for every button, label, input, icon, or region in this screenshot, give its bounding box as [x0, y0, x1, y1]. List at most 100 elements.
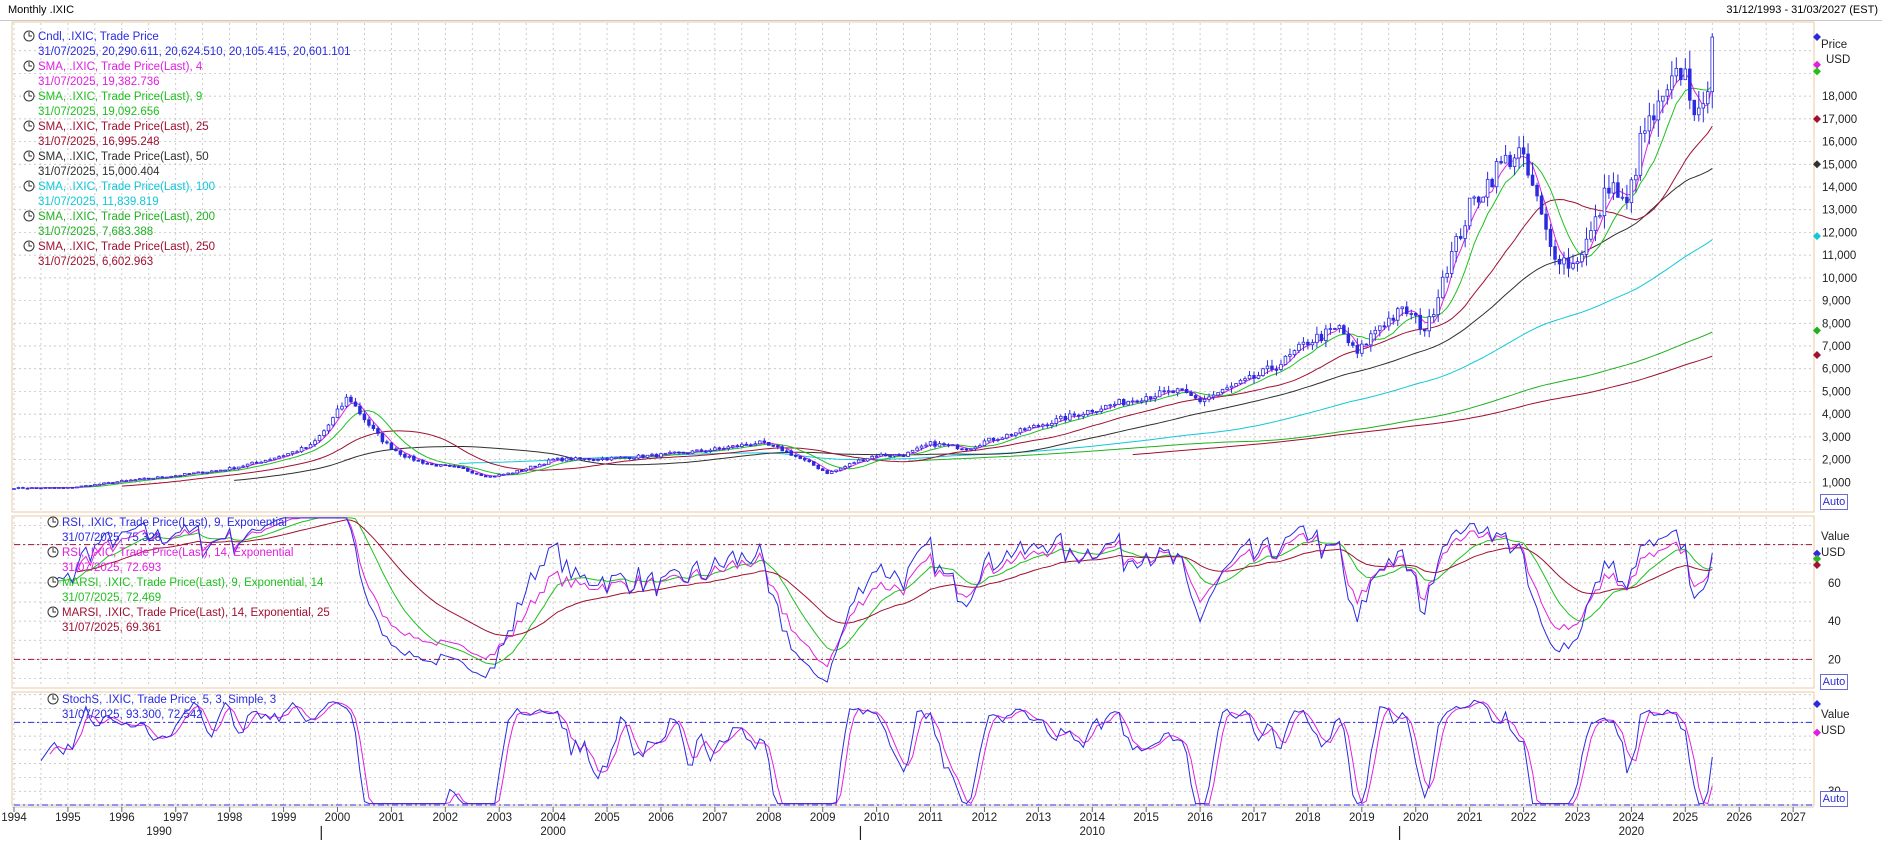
candle-body — [924, 444, 928, 447]
legends-layer: Cndl, .IXIC, Trade Price 31/07/2025, 20,2… — [23, 30, 351, 721]
clock-icon — [28, 32, 32, 37]
candle-body — [704, 450, 708, 453]
price-legend-label: SMA, .IXIC, Trade Price(Last), 9 — [38, 91, 202, 103]
sma4-line — [27, 72, 1713, 489]
candle-body — [537, 463, 542, 468]
candle-body — [915, 447, 919, 451]
rsi14-line — [76, 517, 1713, 668]
candle-body — [160, 476, 165, 479]
candle-body — [515, 469, 519, 474]
stoch-axis-unit: USD — [1821, 725, 1845, 737]
candle-body — [762, 440, 767, 443]
candle-body — [88, 485, 93, 487]
candle-body — [582, 457, 587, 460]
candle-body — [1526, 153, 1530, 176]
candle-body — [1261, 368, 1265, 376]
candle-body — [1243, 378, 1247, 381]
candle-body — [510, 472, 515, 475]
year-tick-label: 1998 — [217, 812, 243, 824]
candle-body — [1207, 396, 1211, 400]
candle-body — [93, 484, 97, 487]
candle-body — [349, 396, 353, 403]
candle-body — [133, 479, 138, 482]
year-tick-label: 1999 — [271, 812, 297, 824]
price-legend-value: 31/07/2025, 20,290.611, 20,624.510, 20,1… — [38, 46, 351, 58]
candle-body — [928, 441, 933, 446]
candle-body — [951, 444, 955, 447]
candle-body — [789, 450, 793, 456]
candle-body — [600, 457, 605, 460]
candle-body — [61, 487, 66, 489]
price-auto-button[interactable]: Auto — [1820, 494, 1848, 510]
candle-body — [1054, 418, 1059, 424]
candle-body — [623, 456, 627, 459]
price-tick-label: 8,000 — [1822, 318, 1851, 330]
candle-body — [695, 449, 699, 452]
candle-body — [861, 459, 865, 462]
candle-body — [1647, 115, 1652, 132]
candle-body — [1288, 354, 1292, 357]
candle-body — [731, 445, 735, 448]
price-legend-label: SMA, .IXIC, Trade Price(Last), 25 — [38, 121, 209, 133]
candle-body — [236, 466, 241, 470]
candle-body — [1099, 408, 1103, 412]
price-tick-label: 12,000 — [1822, 227, 1857, 239]
candle-body — [807, 459, 811, 463]
candle-body — [964, 448, 969, 451]
candle-body — [1283, 355, 1288, 365]
candle-body — [1216, 392, 1220, 396]
price-panel — [11, 21, 1815, 513]
price-legend-label: SMA, .IXIC, Trade Price(Last), 50 — [38, 151, 209, 163]
candle-body — [1310, 342, 1315, 346]
candle-body — [910, 449, 915, 453]
candle-body — [865, 458, 870, 462]
candle-body — [1103, 404, 1108, 410]
candle-body — [376, 428, 380, 434]
candle-body — [614, 456, 618, 459]
candle-body — [1077, 414, 1081, 417]
candle-body — [686, 452, 690, 455]
candle-body — [277, 456, 281, 459]
candle-body — [1126, 400, 1130, 406]
price-last-value-marker — [1813, 160, 1821, 169]
candle-body — [272, 457, 277, 460]
rsi-tick-label: 20 — [1828, 654, 1841, 666]
candle-body — [106, 482, 111, 484]
candle-body — [955, 444, 960, 450]
stoch-legend-label: StochS, .IXIC, Trade Price, 5, 3, Simple… — [62, 694, 276, 706]
candle-body — [785, 450, 789, 453]
candle-body — [1333, 328, 1337, 330]
candle-body — [654, 453, 659, 458]
sma100-line — [458, 239, 1713, 464]
stoch-auto-button[interactable]: Auto — [1820, 791, 1848, 807]
candle-body — [1382, 325, 1387, 328]
year-tick-label: 2022 — [1511, 812, 1537, 824]
candle-body — [1485, 178, 1490, 198]
price-axis-title: Price — [1821, 39, 1847, 51]
year-tick-label: 2018 — [1295, 812, 1321, 824]
candle-body — [798, 456, 802, 459]
rsi-auto-button[interactable]: Auto — [1820, 674, 1848, 690]
candle-body — [560, 457, 564, 462]
candle-body — [892, 454, 897, 457]
candle-body — [1045, 424, 1050, 427]
candle-body — [740, 443, 744, 447]
candle-body — [1530, 174, 1535, 186]
candle-body — [1490, 178, 1494, 188]
candle-body — [753, 443, 758, 446]
candle-body — [1544, 213, 1548, 230]
candle-body — [120, 480, 124, 483]
candle-body — [1337, 325, 1342, 329]
price-tick-label: 18,000 — [1822, 91, 1857, 103]
price-tick-label: 16,000 — [1822, 137, 1857, 149]
candle-body — [475, 472, 479, 475]
candle-body — [996, 439, 1000, 441]
stoch-last-value-marker — [1813, 728, 1821, 737]
candle-body — [34, 487, 39, 490]
candle-body — [416, 459, 421, 462]
marsi9-line — [54, 517, 1713, 665]
candle-body — [48, 487, 52, 489]
candle-body — [1643, 130, 1647, 134]
